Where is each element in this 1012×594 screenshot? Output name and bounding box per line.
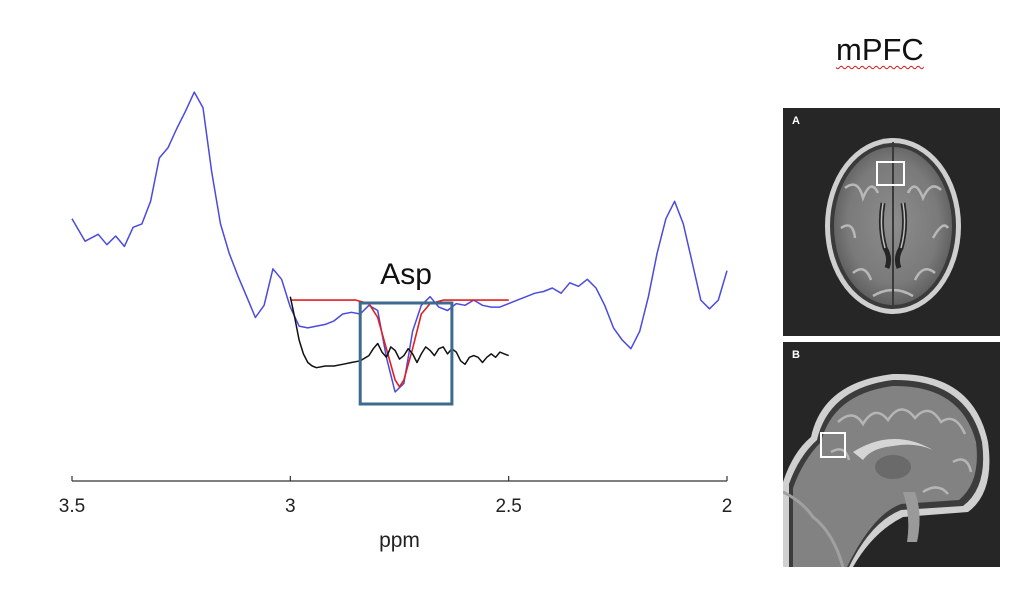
series-line-2 <box>289 296 509 369</box>
sagittal-brain-image <box>783 373 990 567</box>
series-line-0 <box>71 91 728 393</box>
panel-letter-a: A <box>792 115 800 127</box>
asp-highlight-box <box>358 301 454 406</box>
panel-letter-b: B <box>792 349 800 361</box>
x-axis-ticks: 3.5 3 2.5 2 <box>59 476 733 517</box>
x-tick-label: 3.5 <box>59 496 85 517</box>
series-layer <box>71 91 728 393</box>
axial-brain-image <box>825 138 961 314</box>
asp-label: Asp <box>380 258 432 291</box>
mri-panel-sagittal: B <box>783 342 1000 567</box>
spectrum-plot: Asp 3.5 3 2.5 2 ppm <box>59 91 733 552</box>
x-axis-title: ppm <box>379 529 420 552</box>
region-title: mPFC <box>836 32 924 67</box>
x-tick-label: 3 <box>285 496 296 517</box>
series-line-1 <box>290 299 509 388</box>
x-tick-label: 2.5 <box>495 496 521 517</box>
x-tick-label: 2 <box>722 496 733 517</box>
mri-panel-axial: A <box>783 108 1000 336</box>
